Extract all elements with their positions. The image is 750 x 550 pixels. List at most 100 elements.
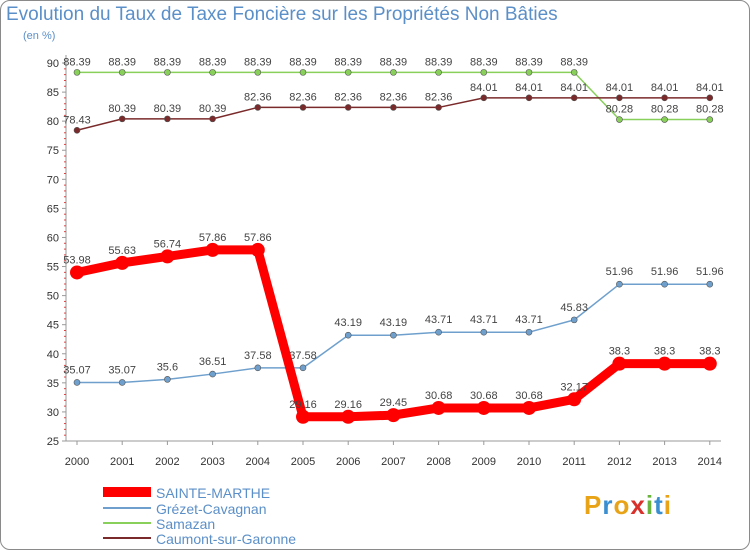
data-point [341,409,356,424]
x-tick-label-2007: 2007 [381,456,405,468]
series-caumont-sur-garonne: 78.43 80.39 80.39 80.39 82.36 82.36 82.36 82.36… [63,82,724,134]
data-point [480,94,488,102]
data-label: 84.01 [470,82,498,94]
data-point [164,69,171,76]
data-point [480,328,488,336]
data-label: 84.01 [606,82,634,94]
x-tick-label-2001: 2001 [110,456,134,468]
data-point [390,104,397,111]
data-label: 53.98 [63,254,91,266]
data-point [431,400,446,415]
data-point [209,69,216,76]
y-tick-label-70: 70 [47,174,59,186]
data-label: 88.39 [425,56,453,68]
data-point [567,392,582,407]
data-label: 32.17 [560,381,588,393]
data-point [525,328,533,336]
data-point [616,280,623,288]
data-point [435,69,442,76]
data-label: 35.6 [157,361,178,373]
data-label: 80.39 [199,103,227,115]
data-label: 51.96 [696,266,724,278]
data-point [296,409,310,424]
data-point [706,116,714,123]
y-tick-label-25: 25 [47,436,59,448]
data-label: 56.74 [154,238,182,250]
data-label: 88.39 [560,56,588,68]
data-label: 88.39 [63,56,91,68]
data-point [73,126,81,134]
data-label: 84.01 [515,82,543,94]
data-label: 84.01 [560,82,588,94]
data-point [706,94,714,102]
data-point [706,280,714,288]
data-point [254,69,262,76]
data-point [73,69,81,76]
data-point [70,265,84,280]
data-point [299,69,307,76]
x-tick-label-2009: 2009 [472,456,496,468]
x-tick-label-2012: 2012 [607,456,631,468]
data-label: 51.96 [606,266,634,278]
data-label: 43.71 [470,314,498,326]
chart-unit: (en %) [23,30,56,42]
y-tick-label-40: 40 [47,349,59,361]
data-point [115,255,130,270]
data-point [205,242,220,257]
y-tick-label-50: 50 [47,291,59,303]
data-point [476,400,491,415]
data-point [435,104,442,111]
data-label: 51.96 [651,266,679,278]
data-label: 78.43 [63,114,91,126]
data-point [299,104,307,111]
data-point [344,104,352,111]
data-label: 82.36 [380,91,408,103]
x-tick-label-2003: 2003 [200,456,224,468]
data-point [435,328,442,336]
data-point [209,115,216,123]
y-tick-label-75: 75 [47,145,59,157]
legend-label-caumont-sur-garonne: Caumont-sur-Garonne [156,531,297,547]
data-label: 38.3 [699,346,720,358]
legend-label-sainte-marthe: SAINTE-MARTHE [156,485,271,501]
data-point [480,69,488,76]
x-tick-label-2002: 2002 [155,456,179,468]
data-label: 84.01 [651,82,679,94]
data-label: 88.39 [380,56,408,68]
x-tick-label-2008: 2008 [426,456,450,468]
data-point [525,94,533,102]
x-tick-label-2004: 2004 [246,456,270,468]
chart-title: Evolution du Taux de Taxe Foncière sur l… [6,4,558,25]
data-label: 43.71 [425,314,453,326]
data-point [299,364,307,372]
x-tick-label-2013: 2013 [652,456,676,468]
data-label: 38.3 [654,346,675,358]
data-point [160,249,175,264]
data-label: 84.01 [696,82,724,94]
x-tick-label-2006: 2006 [336,456,360,468]
legend-label-grezet-cavagnan: Grézet-Cavagnan [156,501,267,517]
data-point [254,364,262,372]
data-label: 88.39 [515,56,543,68]
data-point [209,370,216,378]
data-point [118,379,126,386]
data-point [164,376,171,383]
data-point [344,69,352,76]
data-point [118,69,126,76]
data-point [522,400,536,415]
data-point [661,116,668,123]
legend-label-samazan: Samazan [156,516,216,532]
y-tick-label-55: 55 [47,262,59,274]
data-label: 43.19 [380,317,408,329]
data-point [164,115,171,123]
data-label: 43.71 [515,314,543,326]
y-tick-label-65: 65 [47,203,59,215]
data-label: 88.39 [154,56,182,68]
data-label: 30.68 [515,390,543,402]
data-point [661,280,668,288]
data-label: 82.36 [425,91,453,103]
data-label: 80.28 [696,104,724,116]
data-point [570,316,578,324]
data-label: 36.51 [199,356,227,368]
